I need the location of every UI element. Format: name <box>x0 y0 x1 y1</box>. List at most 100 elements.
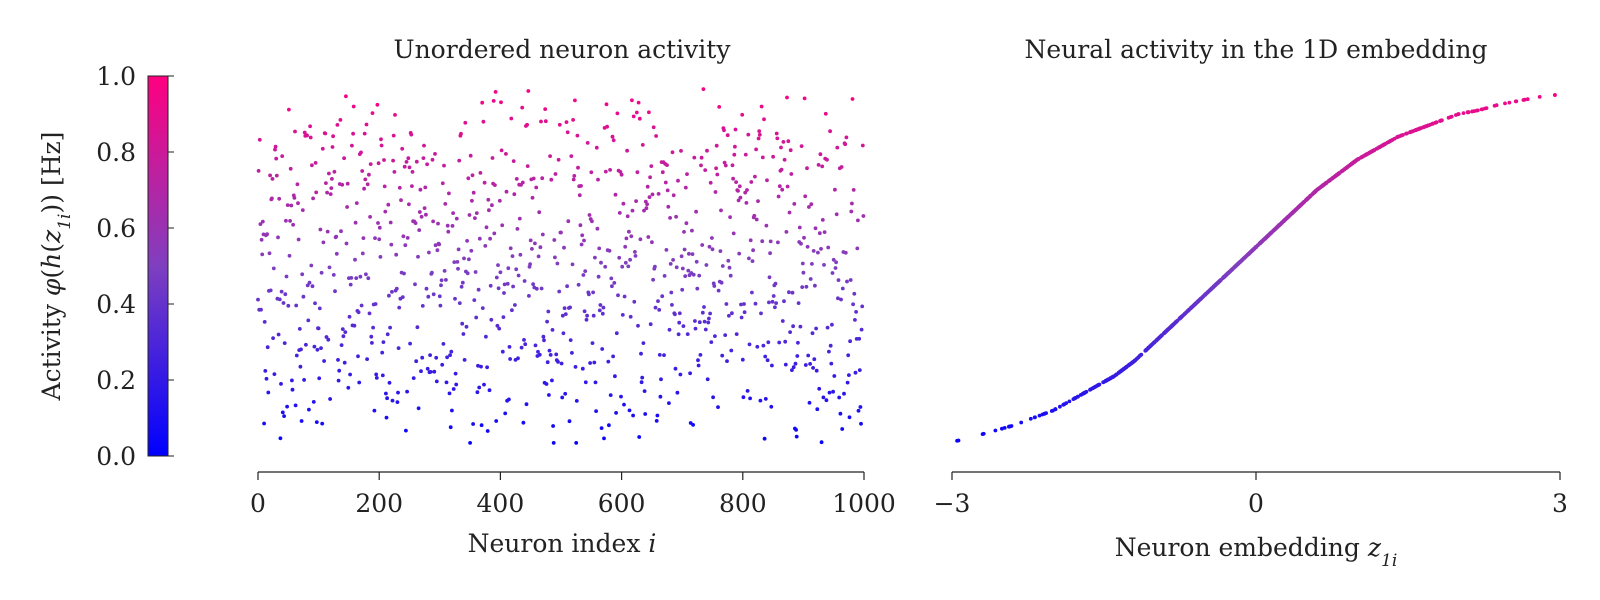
left-data-point <box>384 391 388 396</box>
left-data-point <box>488 283 493 288</box>
left-data-point <box>852 291 857 296</box>
left-data-point <box>330 145 335 149</box>
left-data-point <box>470 198 474 203</box>
left-data-point <box>755 344 760 349</box>
right-data-point <box>1417 126 1422 131</box>
left-data-point <box>781 140 786 144</box>
left-data-point <box>317 306 322 311</box>
left-data-point <box>593 380 598 385</box>
left-data-point <box>753 174 757 179</box>
left-data-point <box>356 310 361 315</box>
left-data-point <box>628 257 632 262</box>
left-data-point <box>659 377 663 382</box>
left-data-point <box>685 172 689 177</box>
left-data-point <box>634 110 639 115</box>
left-data-point <box>698 353 703 357</box>
left-data-point <box>675 390 680 395</box>
left-data-point <box>807 400 812 405</box>
left-data-point <box>365 357 369 361</box>
left-data-point <box>280 410 285 415</box>
left-data-point <box>383 209 388 214</box>
right-data-point <box>1159 333 1164 338</box>
left-data-point <box>574 399 579 403</box>
left-data-point <box>725 359 729 363</box>
left-data-point <box>388 220 393 225</box>
left-data-point <box>657 308 662 312</box>
left-data-point <box>580 233 585 238</box>
left-data-point <box>390 398 395 403</box>
left-data-point <box>345 205 349 209</box>
right-data-point <box>1422 124 1427 129</box>
left-data-point <box>804 284 809 289</box>
left-data-point <box>577 193 582 198</box>
left-data-point <box>761 343 766 348</box>
left-data-point <box>293 129 297 134</box>
right-data-point <box>1396 134 1400 139</box>
right-data-point <box>1218 278 1223 282</box>
left-data-point <box>289 203 294 208</box>
left-data-point <box>270 196 274 201</box>
left-data-point <box>848 278 853 282</box>
left-x-ticks: 0 200 400 600 800 1000 <box>250 472 896 518</box>
left-data-point <box>316 326 321 331</box>
left-data-point <box>728 215 732 220</box>
left-data-point <box>434 355 439 360</box>
left-data-point <box>607 248 612 253</box>
left-data-point <box>419 369 423 374</box>
left-data-point <box>782 157 787 162</box>
left-data-point <box>601 305 606 310</box>
left-data-point <box>462 256 466 261</box>
left-data-point <box>465 239 469 243</box>
left-data-point <box>480 306 485 310</box>
left-data-point <box>453 371 458 376</box>
colorbar-label: Activity φ(h(z1i)) [Hz] <box>37 132 75 402</box>
left-data-point <box>499 148 504 153</box>
left-data-point <box>385 396 389 401</box>
left-data-point <box>719 208 723 213</box>
left-data-point <box>280 154 285 159</box>
left-data-point <box>447 391 452 396</box>
left-data-point <box>439 278 444 283</box>
left-data-point <box>300 272 305 277</box>
left-data-point <box>466 176 471 181</box>
left-data-point <box>320 421 325 426</box>
right-data-point <box>1507 100 1512 105</box>
left-data-point <box>430 270 434 275</box>
left-data-point <box>757 132 762 137</box>
left-data-point <box>373 236 377 241</box>
left-x-tick-label: 1000 <box>832 489 896 518</box>
left-data-point <box>794 434 799 439</box>
left-data-point <box>319 346 323 350</box>
left-data-point <box>479 423 484 428</box>
left-data-point <box>349 276 354 280</box>
left-data-point <box>310 163 314 168</box>
left-data-point <box>353 220 358 225</box>
left-data-point <box>770 363 774 368</box>
left-data-point <box>543 119 548 124</box>
right-data-point <box>1079 393 1083 397</box>
left-data-point <box>798 324 803 329</box>
left-data-point <box>364 122 369 127</box>
right-panel-title: Neural activity in the 1D embedding <box>1025 35 1488 64</box>
left-data-point <box>792 202 797 206</box>
left-data-point <box>557 289 562 294</box>
right-x-axis-label-sub: 1i <box>1381 551 1397 571</box>
left-data-point <box>530 195 535 200</box>
left-data-point <box>599 426 604 430</box>
left-data-point <box>397 305 402 310</box>
left-data-point <box>362 131 367 136</box>
left-data-point <box>591 290 595 295</box>
left-data-point <box>276 235 280 240</box>
left-data-point <box>311 400 316 404</box>
left-data-point <box>737 251 742 256</box>
left-data-point <box>590 219 594 224</box>
left-data-point <box>267 251 272 256</box>
left-panel: Unordered neuron activity 0 200 400 600 800 1… <box>250 35 896 558</box>
left-data-point <box>554 352 559 357</box>
left-data-point <box>263 369 268 373</box>
left-data-point <box>522 338 526 342</box>
right-data-point <box>1461 111 1466 115</box>
left-data-point <box>640 143 645 147</box>
left-data-point <box>855 246 860 251</box>
left-data-point <box>770 299 775 304</box>
